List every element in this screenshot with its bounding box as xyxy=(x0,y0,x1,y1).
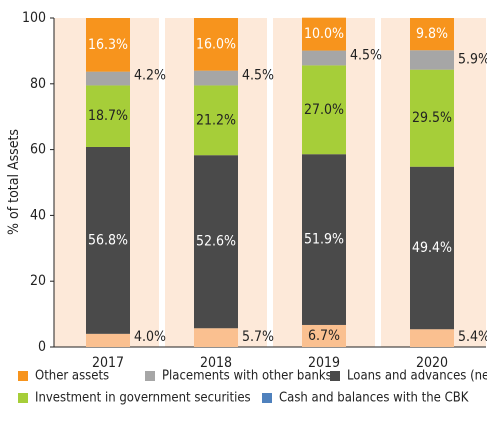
data-label: 18.7% xyxy=(88,108,128,124)
y-tick-label: 80 xyxy=(30,76,46,92)
data-label: 5.4% xyxy=(458,329,487,345)
bar-segment xyxy=(194,328,238,347)
bar-segment xyxy=(86,85,130,147)
bar-segment xyxy=(410,50,454,70)
data-label: 4.2% xyxy=(134,67,166,83)
legend-label: Other assets xyxy=(35,369,109,384)
bar-segment xyxy=(194,18,238,71)
data-label: 4.0% xyxy=(134,329,166,345)
y-axis-label: % of total Assets xyxy=(6,129,22,235)
data-label: 6.7% xyxy=(308,328,340,344)
legend-label: Placements with other banks xyxy=(162,369,332,384)
x-tick-label: 2019 xyxy=(308,355,340,371)
data-label: 10.0% xyxy=(304,26,344,42)
y-tick-label: 0 xyxy=(38,339,46,355)
y-tick-label: 100 xyxy=(22,10,46,26)
bar-segment xyxy=(86,333,130,347)
data-label: 52.6% xyxy=(196,234,236,250)
band-separator xyxy=(267,18,273,347)
bar-segment xyxy=(302,17,346,51)
x-tick-label: 2018 xyxy=(200,355,232,371)
legend-marker xyxy=(330,371,340,381)
band-separator xyxy=(159,18,165,347)
bar-segment xyxy=(86,71,130,86)
bar-segment xyxy=(302,65,346,155)
bar-segment xyxy=(86,146,130,334)
band-separator xyxy=(375,18,381,347)
data-label: 5.9% xyxy=(458,52,487,68)
legend-marker xyxy=(18,371,28,381)
bar-segment xyxy=(194,85,238,156)
bar-segment xyxy=(410,166,454,330)
data-label: 4.5% xyxy=(350,47,382,63)
legend-label: Cash and balances with the CBK xyxy=(279,391,469,406)
y-tick-label: 40 xyxy=(30,207,46,223)
data-label: 5.7% xyxy=(242,329,274,345)
bar-segment xyxy=(410,18,454,51)
data-label: 51.9% xyxy=(304,232,344,248)
data-label: 56.8% xyxy=(88,232,128,248)
bar-segment xyxy=(86,18,130,72)
data-label: 16.0% xyxy=(196,36,236,52)
data-label: 9.8% xyxy=(416,26,448,42)
x-tick-label: 2017 xyxy=(92,355,124,371)
legend-label: Investment in government securities xyxy=(35,391,251,406)
legend-marker xyxy=(262,393,272,403)
data-label: 49.4% xyxy=(412,240,452,256)
legend-label: Loans and advances (net) xyxy=(347,369,487,384)
bar-segment xyxy=(194,155,238,329)
legend-marker xyxy=(18,393,28,403)
data-label: 29.5% xyxy=(412,110,452,126)
legend-marker xyxy=(145,371,155,381)
data-label: 27.0% xyxy=(304,102,344,118)
x-tick-label: 2020 xyxy=(416,355,448,371)
bar-segment xyxy=(410,69,454,167)
bar-segment xyxy=(194,70,238,86)
y-tick-label: 20 xyxy=(30,273,46,289)
bar-segment xyxy=(302,50,346,66)
data-label: 21.2% xyxy=(196,112,236,128)
data-label: 16.3% xyxy=(88,37,128,53)
y-tick-label: 60 xyxy=(30,142,46,158)
bar-segment xyxy=(302,154,346,325)
data-label: 4.5% xyxy=(242,67,274,83)
bar-segment xyxy=(302,324,346,347)
bar-segment xyxy=(410,329,454,347)
